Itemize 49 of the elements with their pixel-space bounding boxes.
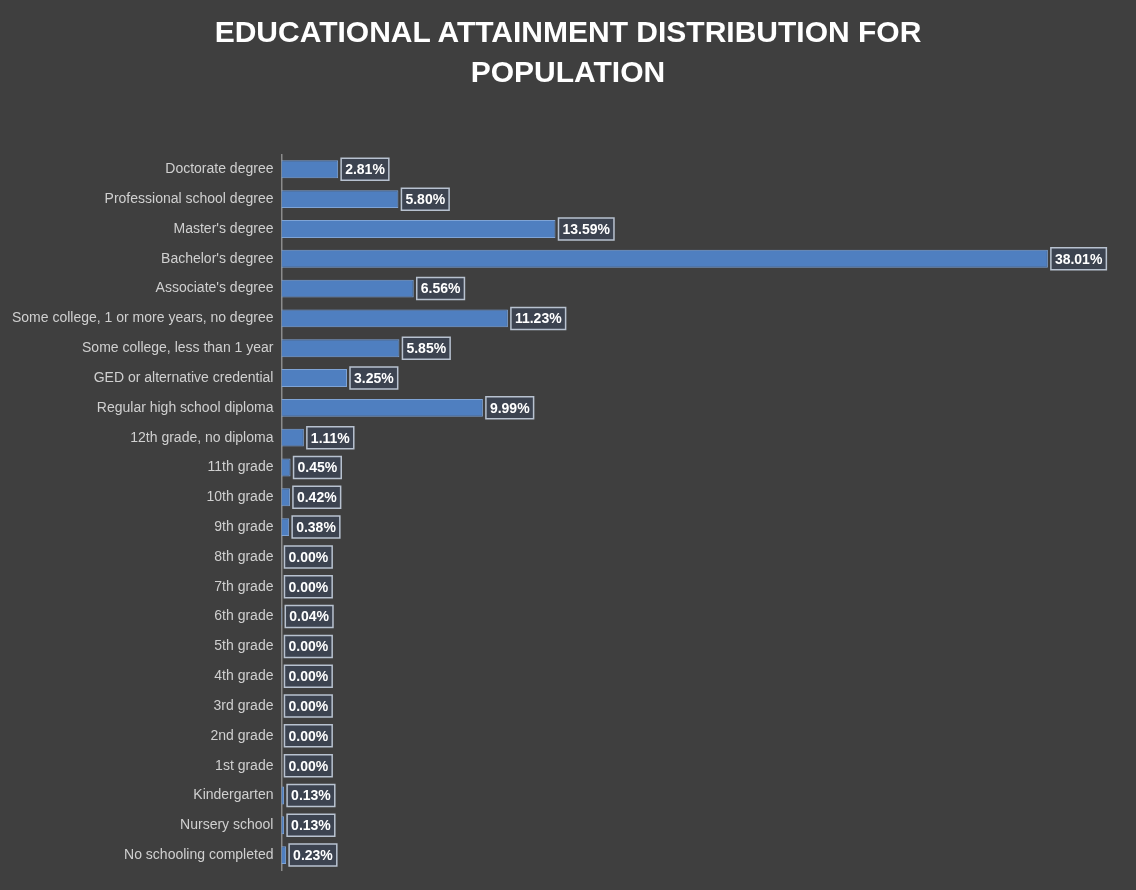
y-tick-label: 9th grade — [214, 517, 274, 534]
y-tick-label: Master's degree — [173, 219, 274, 236]
data-label: 38.01% — [1054, 250, 1103, 267]
y-tick-label: Some college, 1 or more years, no degree — [11, 309, 274, 326]
y-tick-label: Doctorate degree — [165, 160, 274, 177]
chart-title: EDUCATIONAL ATTAINMENT DISTRIBUTION FOR POPULATION — [213, 14, 923, 90]
data-label: 1.11% — [310, 429, 351, 446]
data-label: 0.00% — [288, 578, 329, 595]
y-tick-label: 2nd grade — [210, 726, 274, 743]
y-tick-label: Professional school degree — [104, 189, 274, 206]
y-tick-label: Associate's degree — [155, 279, 274, 296]
data-label: 0.38% — [296, 518, 337, 535]
data-label: 13.59% — [562, 220, 611, 237]
y-tick-label: Kindergarten — [193, 786, 274, 803]
data-label: 0.45% — [297, 459, 338, 476]
y-tick-label: 4th grade — [214, 667, 274, 684]
data-label: 0.13% — [291, 787, 332, 804]
y-tick-label: 11th grade — [207, 458, 274, 475]
data-label: 0.00% — [288, 638, 329, 655]
y-tick-label: Regular high school diploma — [96, 398, 274, 415]
y-tick-label: 8th grade — [214, 547, 274, 564]
y-tick-label: 5th grade — [214, 637, 274, 654]
data-label: 0.00% — [288, 668, 329, 685]
y-tick-label: 12th grade, no diploma — [130, 428, 274, 445]
y-tick-label: Bachelor's degree — [161, 249, 274, 266]
y-tick-label: 3rd grade — [213, 696, 274, 713]
y-tick-label: 10th grade — [206, 488, 274, 505]
data-label: 5.80% — [405, 190, 446, 207]
y-tick-label: 7th grade — [214, 577, 274, 594]
y-tick-label: Nursery school — [180, 816, 274, 833]
data-label: 5.85% — [406, 340, 447, 357]
y-tick-label: 6th grade — [214, 607, 274, 624]
y-tick-label: No schooling completed — [124, 845, 274, 862]
data-label: 0.23% — [293, 846, 334, 863]
data-label: 0.04% — [289, 608, 330, 625]
data-label: 0.42% — [296, 489, 338, 506]
data-label: 0.13% — [291, 817, 332, 834]
data-label: 2.81% — [345, 161, 386, 178]
data-label: 9.99% — [489, 399, 531, 416]
data-label: 3.25% — [354, 369, 395, 386]
data-label: 0.00% — [288, 727, 329, 744]
y-tick-label: Some college, less than 1 year — [82, 339, 274, 356]
data-label: 0.00% — [288, 548, 329, 565]
data-label: 6.56% — [420, 280, 461, 297]
data-label: 0.00% — [288, 697, 329, 714]
data-label: 11.23% — [514, 310, 563, 327]
y-tick-label: 1st grade — [215, 756, 274, 773]
y-tick-label: GED or alternative credential — [93, 368, 274, 385]
data-label: 0.00% — [288, 757, 329, 774]
